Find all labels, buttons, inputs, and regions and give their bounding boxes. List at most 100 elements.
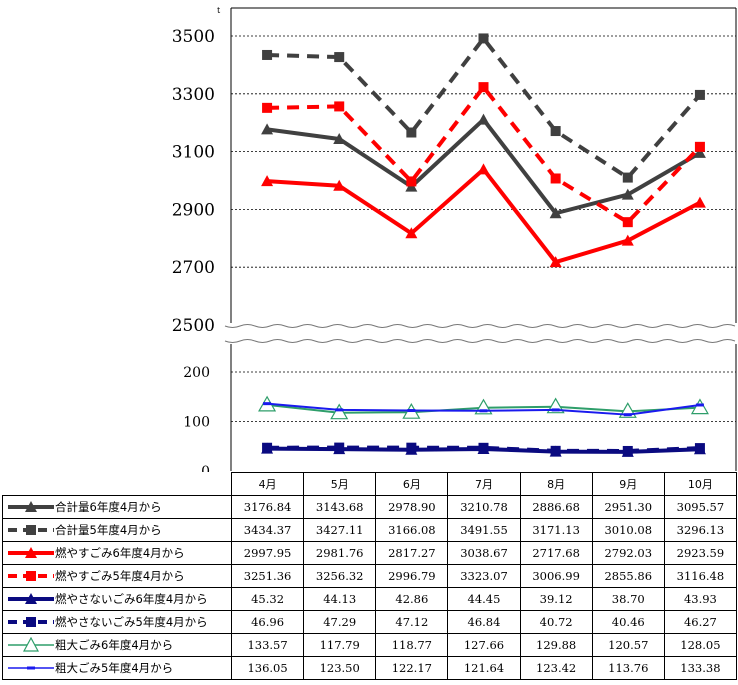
data-label: 120.57: [591, 633, 665, 657]
series-point-3: [478, 82, 489, 93]
table-row: 粗大ごみ6年度4月から 133.57 117.79 118.77 127.66 129.8…: [2, 633, 737, 657]
series-point-2: [333, 179, 346, 191]
data-label: 129.88: [519, 633, 593, 657]
legend-label: 粗大ごみ6年度4月から: [55, 638, 174, 652]
table-row: 燃やさないごみ5年度4月から 46.96 47.29 47.12 46.84 40.72 4…: [2, 610, 737, 634]
axis-break-band: [223, 323, 738, 344]
data-label: 39.12: [519, 587, 593, 611]
data-label: 2792.03: [591, 541, 665, 565]
data-label: 38.70: [591, 587, 665, 611]
data-label: 3256.32: [303, 564, 377, 588]
series-point-5: [478, 442, 489, 453]
data-label: 3116.48: [663, 564, 737, 588]
data-label: 136.05: [230, 656, 305, 680]
series-point-3: [334, 101, 345, 112]
table-row: 燃やさないごみ6年度4月から 45.32 44.13 42.86 44.45 39.12 3…: [2, 587, 737, 611]
data-label: 44.13: [303, 587, 377, 611]
data-label: 3166.08: [375, 518, 449, 542]
legend-label: 燃やさないごみ5年度4月から: [55, 615, 208, 629]
series-point-3: [262, 102, 273, 113]
legend-marker: [26, 617, 36, 627]
series-point-5: [262, 442, 273, 453]
table-corner: [2, 472, 232, 496]
x-tick-label: 8月: [519, 472, 593, 496]
legend-marker: [22, 637, 40, 652]
series-point-0: [477, 113, 490, 125]
data-label: 47.12: [375, 610, 449, 634]
data-label: 128.05: [663, 633, 737, 657]
data-label: 2923.59: [663, 541, 737, 565]
data-label: 2717.68: [519, 541, 593, 565]
data-label: 40.72: [519, 610, 593, 634]
x-tick-label: 6月: [375, 472, 449, 496]
data-label: 46.84: [447, 610, 521, 634]
series-line-3: [267, 85, 702, 225]
data-label: 3038.67: [447, 541, 521, 565]
data-label: 3323.07: [447, 564, 521, 588]
series-point-1: [622, 172, 633, 183]
x-tick-label: 5月: [303, 472, 377, 496]
series-point-1: [550, 126, 561, 137]
legend-swatch: [8, 666, 54, 670]
legend-swatch: [8, 617, 54, 627]
data-label: 113.76: [591, 656, 665, 680]
data-label: 2886.68: [519, 495, 593, 519]
data-label: 3251.36: [230, 564, 305, 588]
y-tick-label: 3500: [172, 27, 215, 47]
data-label: 46.96: [230, 610, 305, 634]
legend-swatch: [8, 547, 54, 558]
legend-entry: 粗大ごみ5年度4月から: [2, 656, 232, 680]
series-point-0: [549, 207, 562, 219]
legend-label: 合計量5年度4月から: [55, 523, 162, 537]
y-tick-label: 200: [183, 365, 210, 381]
legend-entry: 燃やさないごみ5年度4月から: [2, 610, 232, 634]
data-label: 117.79: [303, 633, 377, 657]
y-tick-label: 0: [201, 464, 210, 472]
series-point-5: [694, 443, 705, 454]
data-label: 118.77: [375, 633, 449, 657]
series-point-3: [694, 141, 705, 152]
data-label: 3006.99: [519, 564, 593, 588]
legend-marker: [26, 525, 36, 535]
legend-marker: [25, 547, 37, 558]
y-unit-mark: t: [217, 6, 221, 15]
x-tick-label: 10月: [663, 472, 737, 496]
data-label: 42.86: [375, 587, 449, 611]
series-point-5: [550, 445, 561, 456]
data-label: 2855.86: [591, 564, 665, 588]
axis-break-wave: [224, 324, 736, 328]
data-label: 2978.90: [375, 495, 449, 519]
series-point-2: [693, 196, 706, 208]
series-point-0: [261, 123, 274, 135]
data-label: 122.17: [375, 656, 449, 680]
data-label: 3171.13: [519, 518, 593, 542]
data-label: 43.93: [663, 587, 737, 611]
data-label: 47.29: [303, 610, 377, 634]
series-point-1: [694, 89, 705, 100]
series-point-0: [621, 188, 634, 200]
x-tick-label: 7月: [447, 472, 521, 496]
legend-marker: [26, 571, 36, 581]
x-tick-label: 4月: [230, 472, 305, 496]
series-point-2: [261, 175, 274, 187]
series-point-2: [405, 227, 418, 239]
series-point-6: [330, 403, 349, 420]
data-label: 3010.08: [591, 518, 665, 542]
table-row: 合計量6年度4月から 3176.84 3143.68 2978.90 3210.78 28…: [2, 495, 737, 519]
series-point-5: [406, 442, 417, 453]
series-point-0: [333, 132, 346, 144]
series-point-0: [693, 146, 706, 158]
legend-marker: [25, 593, 37, 604]
data-label: 45.32: [230, 587, 305, 611]
series-point-1: [406, 127, 417, 138]
table-row: 合計量5年度4月から 3434.37 3427.11 3166.08 3491.55 31…: [2, 518, 737, 542]
axis-break-wave: [224, 339, 736, 343]
data-label: 3296.13: [663, 518, 737, 542]
series-point-1: [478, 33, 489, 44]
table-row: 粗大ごみ5年度4月から 136.05 123.50 122.17 121.64 123.4…: [2, 656, 737, 680]
legend-swatch: [8, 637, 54, 652]
data-table: 4月 5月 6月 7月 8月 9月 10月 合計量6年度4月から 3176.84 3143.68 2…: [2, 472, 737, 680]
series-point-2: [477, 163, 490, 175]
data-label: 2997.95: [230, 541, 305, 565]
data-label: 2951.30: [591, 495, 665, 519]
